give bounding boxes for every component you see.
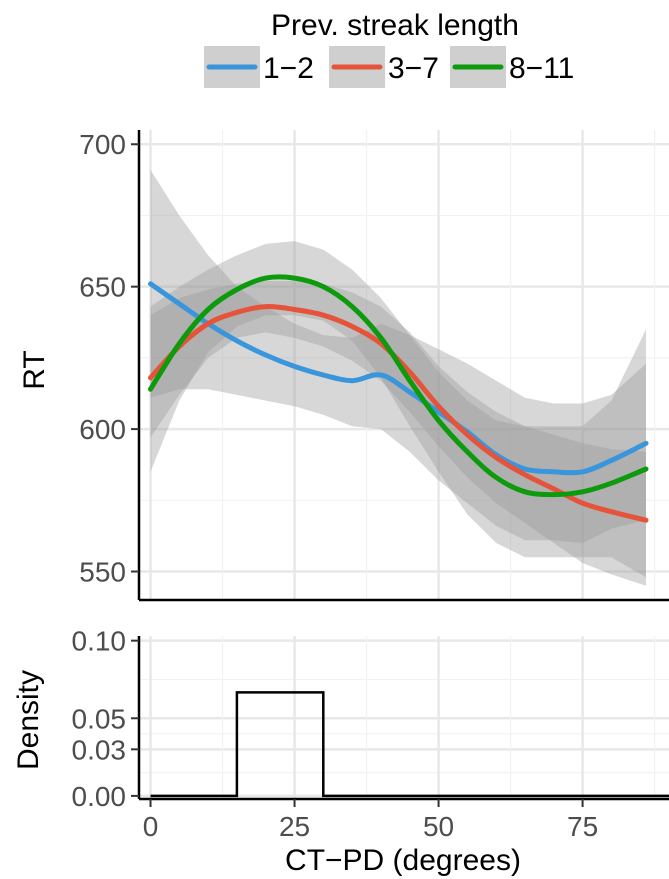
legend-title: Prev. streak length [271, 9, 519, 42]
bottom-y-axis-title: Density [12, 670, 45, 770]
x-axis-title: CT−PD (degrees) [285, 844, 521, 877]
series-line-3 [148, 274, 649, 498]
bottom-y-tick-label: 0.10 [72, 626, 127, 657]
bottom-y-tick-label: 0.00 [72, 781, 127, 812]
density-line [150, 691, 669, 798]
legend: Prev. streak length 1−2 3−7 8−11 [204, 9, 574, 88]
top-y-tick-label: 650 [79, 272, 126, 303]
top-y-tick-label: 600 [79, 414, 126, 445]
legend-label-2: 3−7 [388, 52, 439, 85]
x-tick-label: 50 [423, 811, 454, 842]
x-tick-label: 0 [143, 811, 159, 842]
bottom-y-tick-label: 0.03 [72, 734, 127, 765]
top-panel: 550 600 650 700 RT [18, 129, 669, 602]
top-y-tick-label: 550 [79, 557, 126, 588]
series-line-1 [148, 281, 649, 476]
x-tick-label: 75 [567, 811, 598, 842]
confidence-band-2 [150, 281, 646, 586]
x-tick-label: 25 [279, 811, 310, 842]
legend-label-3: 8−11 [509, 52, 574, 85]
top-y-tick-label: 700 [79, 129, 126, 160]
bottom-y-tick-label: 0.05 [72, 703, 127, 734]
bottom-panel: 0.00 0.030.05 0.10 0 25 50 75 Density CT−PD (… [12, 626, 669, 877]
top-y-axis-title: RT [18, 350, 51, 389]
legend-label-1: 1−2 [263, 52, 314, 85]
